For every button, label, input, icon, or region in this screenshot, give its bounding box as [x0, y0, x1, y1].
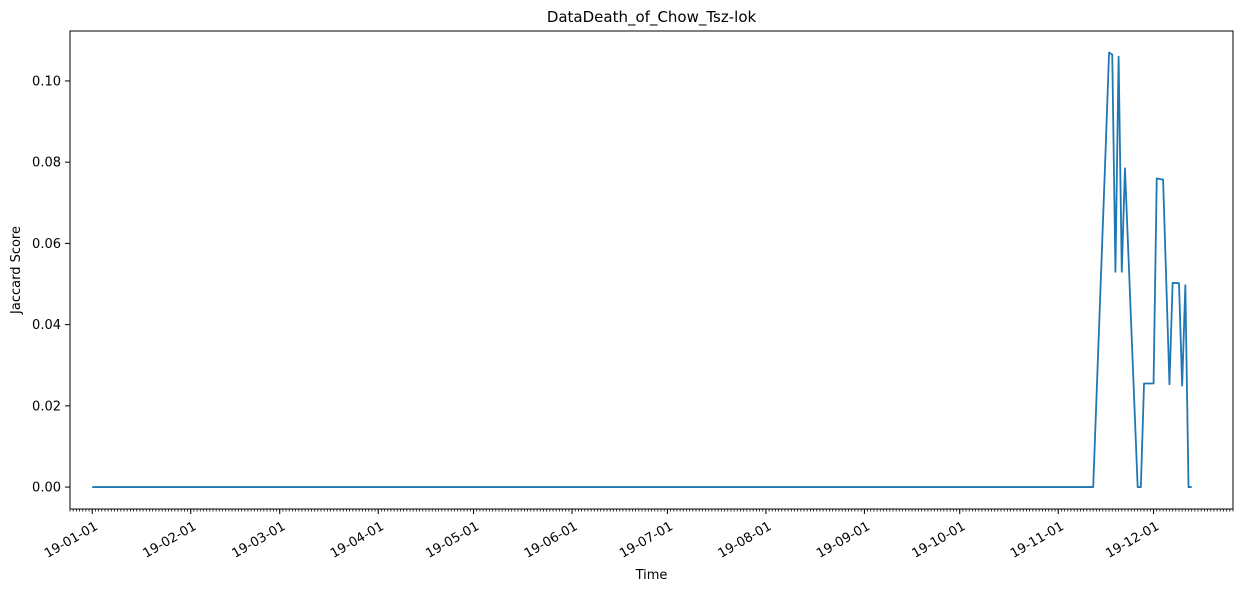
y-tick-label: 0.06	[32, 237, 61, 252]
x-tick-label: 19-08-01	[716, 519, 775, 561]
x-tick-label: 19-05-01	[423, 519, 482, 561]
y-tick-label: 0.10	[32, 74, 61, 89]
x-tick-label: 19-03-01	[230, 519, 289, 561]
x-tick-label: 19-09-01	[814, 519, 873, 561]
x-axis-title: Time	[635, 568, 668, 583]
ticks-layer: 0.00 0.02 0.04 0.06 0.08 0.10 19-01-01 19-02-01…	[32, 74, 1234, 562]
chart-title: DataDeath_of_Chow_Tsz-lok	[547, 8, 757, 27]
x-tick-label: 19-07-01	[617, 519, 676, 561]
y-tick-label: 0.00	[32, 481, 61, 496]
y-tick-label: 0.08	[32, 156, 61, 171]
x-tick-label: 19-10-01	[910, 519, 969, 561]
y-tick-label: 0.02	[32, 399, 61, 414]
series-line	[92, 51, 1192, 488]
x-tick-label: 19-02-01	[141, 519, 200, 561]
plot-frame	[69, 30, 1234, 510]
x-tick-label: 19-06-01	[522, 519, 581, 561]
x-tick-label: 19-11-01	[1008, 519, 1067, 561]
x-tick-label: 19-04-01	[328, 519, 387, 561]
x-tick-label: 19-12-01	[1103, 519, 1162, 561]
x-tick-label: 19-01-01	[42, 519, 101, 561]
series-layer	[92, 51, 1192, 488]
y-tick-label: 0.04	[32, 318, 61, 333]
y-axis-title: Jaccard Score	[9, 226, 24, 315]
